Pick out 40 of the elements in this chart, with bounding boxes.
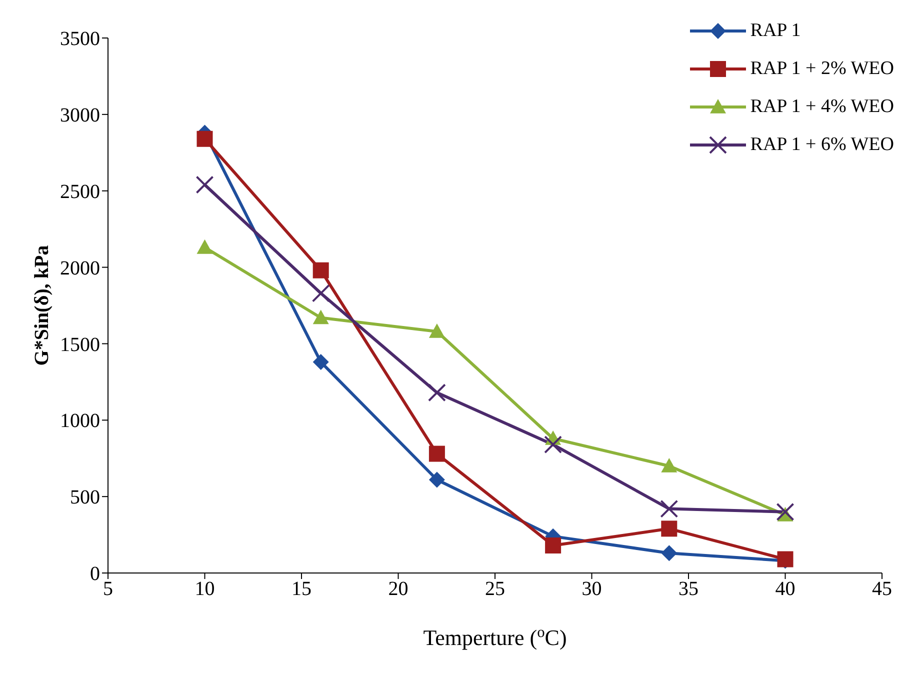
- y-tick-label: 1000: [60, 410, 100, 432]
- point: [545, 537, 562, 554]
- point: [312, 262, 329, 278]
- legend-label: RAP 1: [750, 20, 801, 42]
- point: [544, 436, 562, 454]
- point: [660, 500, 678, 518]
- x-tick-label: 25: [485, 578, 505, 600]
- point: [661, 520, 678, 537]
- legend-label: RAP 1 + 2% WEO: [750, 58, 894, 80]
- y-tick-label: 0: [90, 563, 100, 586]
- y-tick-label: 3500: [60, 28, 100, 50]
- point: [428, 446, 445, 462]
- legend-label: RAP 1 + 6% WEO: [750, 134, 894, 156]
- x-tick-label: 30: [582, 578, 602, 600]
- point: [196, 176, 214, 194]
- y-tick-label: 3000: [60, 104, 100, 127]
- point: [428, 323, 445, 338]
- x-tick-label: 35: [678, 578, 698, 600]
- x-tick-label: 15: [292, 578, 312, 600]
- x-tick-label: 10: [194, 578, 215, 600]
- point: [312, 310, 329, 324]
- point: [428, 472, 445, 488]
- x-tick-label: 40: [775, 578, 796, 600]
- y-tick-label: 1500: [60, 334, 100, 356]
- point: [196, 130, 213, 147]
- point: [428, 384, 446, 402]
- x-tick-label: 20: [388, 578, 408, 600]
- point: [312, 354, 329, 370]
- x-axis-title: Temperture ($^{o}$C): [423, 624, 567, 650]
- y-axis-title: G*Sin(δ), kPa: [31, 245, 53, 366]
- point: [661, 545, 678, 562]
- y-tick-label: 2500: [60, 180, 100, 203]
- point: [196, 239, 213, 254]
- y-tick-label: 500: [70, 486, 100, 509]
- x-tick-label: 45: [872, 578, 892, 600]
- x-tick-label: 5: [103, 578, 113, 600]
- point: [661, 458, 678, 472]
- point: [776, 502, 794, 521]
- legend-label: RAP 1 + 4% WEO: [750, 96, 894, 118]
- y-tick-label: 2000: [60, 257, 100, 280]
